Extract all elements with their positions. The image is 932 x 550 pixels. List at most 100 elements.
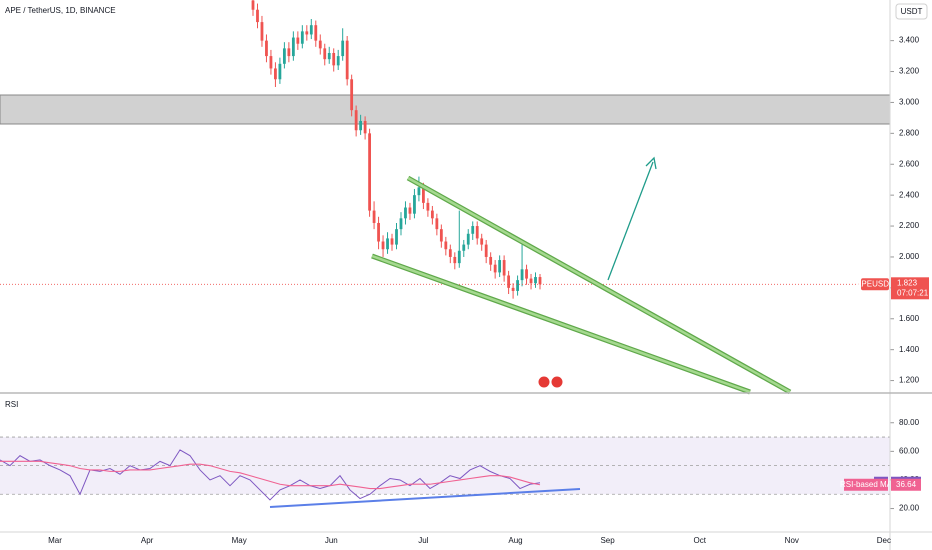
- target-arrow: [607, 161, 654, 281]
- candle-body: [345, 40, 349, 80]
- candle-body: [484, 244, 488, 257]
- symbol-label: APEUSDT: [856, 279, 894, 288]
- candle-body: [350, 79, 354, 111]
- candle-body: [466, 233, 470, 245]
- candle-body: [475, 226, 479, 239]
- y-tick-label: 2.600: [899, 159, 920, 168]
- candle-body: [448, 249, 452, 257]
- candle-body: [309, 25, 313, 35]
- candle-body: [395, 229, 398, 245]
- candle-body: [354, 110, 358, 131]
- x-tick-label: Dec: [877, 536, 891, 545]
- candle-body: [422, 187, 425, 203]
- candle-body: [462, 244, 466, 251]
- candle-body: [444, 241, 448, 250]
- candle-body: [435, 218, 439, 230]
- candle-body: [516, 280, 519, 291]
- rsi-trendline: [269, 488, 581, 508]
- x-tick-label: Jun: [325, 536, 338, 545]
- y-tick-label: 3.200: [899, 67, 920, 76]
- last-price-label: 1.823: [897, 278, 918, 287]
- candle-body: [256, 9, 259, 23]
- event-icon[interactable]: [537, 375, 551, 389]
- candle-body: [377, 222, 380, 242]
- price-pane: 1.2001.4001.6001.8002.0002.2002.4002.600…: [0, 0, 929, 385]
- value-box: [891, 478, 921, 491]
- x-tick-label: Sep: [600, 536, 615, 545]
- candle-body: [251, 0, 255, 10]
- rsi-line: [0, 460, 541, 490]
- wedge-lower-inner: [371, 254, 751, 394]
- candle-body: [278, 63, 282, 80]
- candle-body: [538, 277, 542, 285]
- candle-body: [507, 275, 511, 288]
- candle-body: [372, 210, 376, 223]
- candle-body: [439, 229, 443, 242]
- candle-body: [296, 37, 300, 44]
- y-tick-label: 80.00: [899, 418, 920, 427]
- candle-body: [291, 37, 295, 57]
- candle-body: [381, 241, 385, 250]
- candle-body: [390, 238, 394, 245]
- candle-body: [534, 277, 537, 284]
- candle-body: [305, 31, 309, 35]
- y-tick-label: 3.000: [899, 98, 920, 107]
- y-tick-label: 2.000: [899, 252, 920, 261]
- x-tick-label: Mar: [48, 536, 62, 545]
- candle-body: [520, 269, 524, 281]
- candle-body: [408, 207, 412, 214]
- candle-body: [336, 56, 340, 66]
- candle-body: [480, 238, 484, 245]
- candle-body: [453, 256, 457, 264]
- candle-body: [314, 25, 318, 41]
- value-label: 36.64: [896, 480, 917, 489]
- candle-body: [318, 40, 322, 49]
- x-tick-label: Oct: [693, 536, 706, 545]
- legend-name: RSI-based MA: [840, 480, 893, 489]
- candle-body: [368, 133, 371, 211]
- candle-body: [430, 210, 434, 219]
- candle-body: [287, 48, 291, 57]
- x-tick-label: Aug: [508, 536, 522, 545]
- candle-body: [359, 120, 363, 131]
- candle-body: [282, 48, 286, 64]
- candle-body: [498, 260, 502, 273]
- candle-body: [493, 264, 497, 273]
- y-tick-label: 3.400: [899, 36, 920, 45]
- x-tick-label: Jul: [418, 536, 428, 545]
- candle-body: [323, 48, 327, 60]
- last-price-box: [891, 277, 929, 300]
- y-tick-label: 60.00: [899, 446, 920, 455]
- currency-button-label[interactable]: USDT: [901, 7, 923, 16]
- candle-body: [502, 260, 506, 276]
- chart-title: APE / TetherUS, 1D, BINANCE: [5, 6, 116, 15]
- candle-body: [274, 68, 277, 80]
- x-tick-label: Apr: [141, 536, 154, 545]
- candle-body: [300, 31, 304, 44]
- candle-body: [327, 52, 331, 60]
- candle-body: [269, 56, 273, 69]
- target-arrow-head: [645, 156, 657, 170]
- candle-body: [363, 120, 367, 134]
- candle-body: [457, 250, 461, 264]
- y-tick-label: 1.200: [899, 376, 920, 385]
- wedge-upper-inner: [407, 176, 791, 394]
- event-icon[interactable]: [550, 375, 564, 389]
- x-tick-label: May: [232, 536, 247, 545]
- y-tick-label: 20.00: [899, 504, 920, 513]
- candle-body: [332, 52, 336, 66]
- currency-button[interactable]: [895, 3, 928, 20]
- y-tick-label: 1.600: [899, 314, 920, 323]
- y-tick-label: 2.200: [899, 221, 920, 230]
- candle-body: [471, 226, 475, 234]
- candle-body: [399, 218, 403, 230]
- countdown-label: 07:07:21: [897, 288, 929, 297]
- candle-body: [426, 202, 430, 211]
- candle-body: [260, 22, 264, 41]
- x-tick-label: Nov: [785, 536, 799, 545]
- y-tick-label: 2.400: [899, 190, 920, 199]
- candle-body: [529, 278, 533, 284]
- candle-body: [511, 287, 515, 291]
- resistance-zone: [0, 94, 891, 125]
